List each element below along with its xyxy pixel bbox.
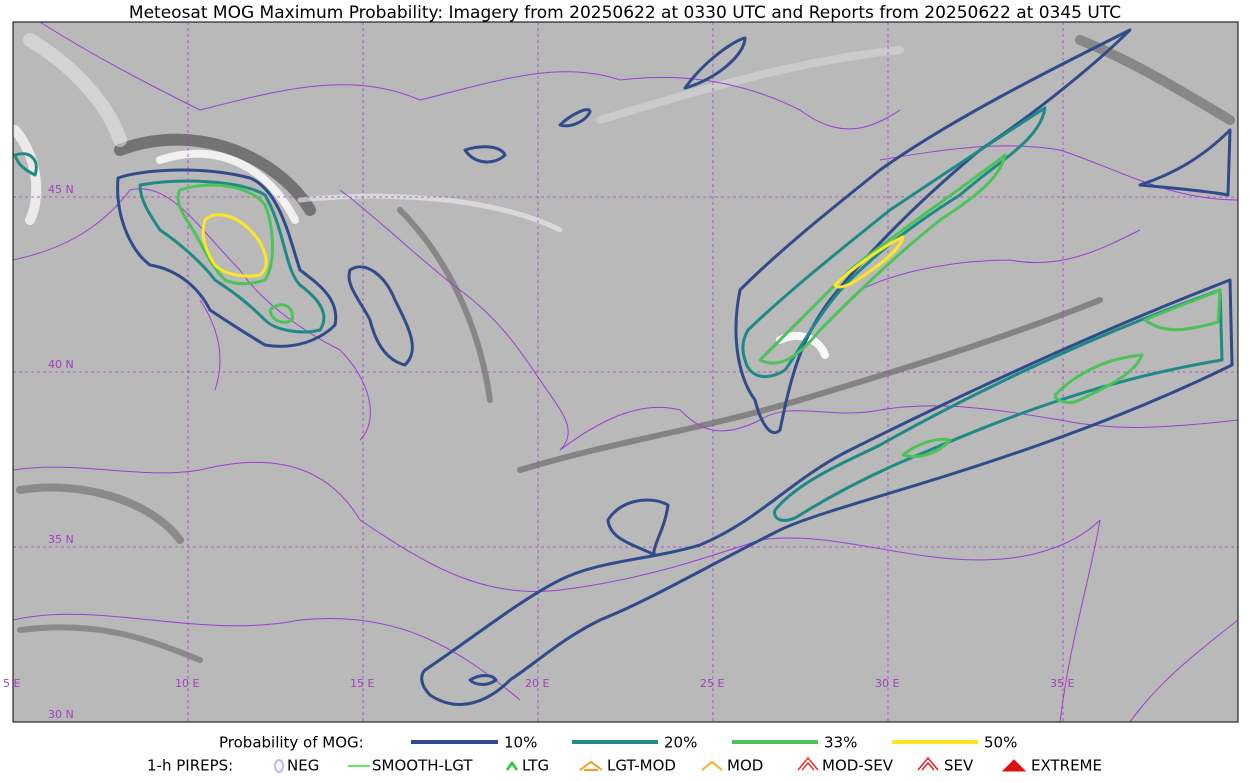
legend-label: MOD-SEV: [822, 757, 894, 775]
lon-label: 30 E: [875, 677, 899, 690]
legend-label: LTG: [522, 757, 549, 775]
legend-label: EXTREME: [1031, 757, 1102, 775]
lon-label: 20 E: [525, 677, 549, 690]
coastlines: [12, 21, 1239, 723]
lon-label: 35 E: [1050, 677, 1074, 690]
title: Meteosat MOG Maximum Probability: Imager…: [129, 3, 1121, 23]
legend-label: MOD: [727, 757, 763, 775]
pirep-symbol: [701, 760, 723, 771]
lat-label: 35 N: [48, 533, 74, 546]
probability-contours: [13, 28, 1234, 706]
legend-label: SMOOTH-LGT: [372, 757, 473, 775]
legend-label: 33%: [824, 734, 857, 752]
map: 45 N 40 N 35 N 30 N 5 E 10 E 15 E 20 E 2…: [3, 21, 1239, 723]
legend-title: Probability of MOG:: [219, 734, 364, 752]
map-frame: [12, 21, 1239, 723]
lon-label: 25 E: [700, 677, 724, 690]
legend-label: 20%: [664, 734, 697, 752]
pirep-symbol: [274, 759, 284, 773]
lon-label: 15 E: [350, 677, 374, 690]
legend-label: NEG: [287, 757, 319, 775]
pirep-symbol: [797, 756, 819, 771]
pirep-symbol: [917, 756, 939, 771]
legend-label: 10%: [504, 734, 537, 752]
pirep-symbol: [505, 760, 519, 771]
legend-title: 1-h PIREPS:: [147, 757, 233, 775]
pirep-symbol: [1001, 759, 1027, 772]
contour-50: [201, 213, 905, 289]
pirep-symbol: [579, 760, 603, 771]
legend-label: 50%: [984, 734, 1017, 752]
lat-label: 45 N: [48, 183, 74, 196]
lon-label: 5 E: [3, 677, 20, 690]
lon-label: 10 E: [175, 677, 199, 690]
legend: Probability of MOG: 10% 20% 33% 50% 1-h …: [147, 734, 1102, 775]
lat-label: 30 N: [48, 708, 74, 721]
graticule: [13, 22, 1238, 722]
legend-label: LGT-MOD: [607, 757, 676, 775]
contour-10: [116, 28, 1234, 706]
legend-label: SEV: [944, 757, 974, 775]
lat-label: 40 N: [48, 358, 74, 371]
contour-20: [13, 106, 1224, 522]
